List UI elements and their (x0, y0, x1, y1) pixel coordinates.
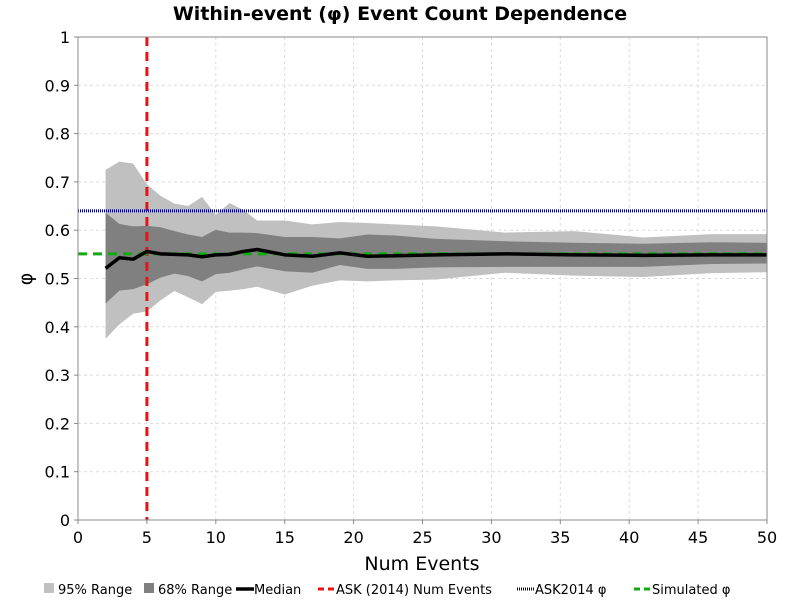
y-tick-label: 0.3 (45, 366, 70, 385)
x-tick-label: 30 (481, 528, 501, 547)
x-tick-label: 50 (757, 528, 777, 547)
median-line (104, 247, 767, 270)
y-tick-label: 0.5 (45, 270, 70, 289)
series-lines (78, 37, 767, 520)
chart-title: Within-event (φ) Event Count Dependence (173, 3, 627, 25)
y-tick-label: 1 (60, 28, 70, 47)
x-tick-label: 40 (619, 528, 639, 547)
x-tick-label: 45 (688, 528, 708, 547)
x-tick-label: 15 (275, 528, 295, 547)
y-axis-label: φ (15, 273, 37, 286)
y-tick-label: 0.6 (45, 221, 70, 240)
legend-label: ASK (2014) Num Events (336, 583, 492, 598)
legend-swatch (44, 583, 54, 593)
y-tick-label: 0 (60, 511, 70, 530)
x-tick-label: 20 (343, 528, 363, 547)
legend-label: ASK2014 φ (535, 583, 606, 598)
y-tick-label: 0.9 (45, 76, 70, 95)
band-68-range (105, 212, 767, 304)
legend-label: Median (254, 583, 301, 598)
x-tick-label: 5 (142, 528, 152, 547)
legend-label: 68% Range (158, 583, 232, 598)
x-axis-label: Num Events (364, 553, 479, 575)
x-tick-label: 35 (550, 528, 570, 547)
y-axis-ticks: 0 0.1 0.2 0.3 0.4 0.5 0.6 0.7 0.8 0.9 1 (45, 28, 78, 530)
x-tick-label: 10 (206, 528, 226, 547)
x-tick-label: 25 (412, 528, 432, 547)
y-tick-label: 0.4 (45, 318, 70, 337)
gridlines (78, 37, 767, 520)
y-tick-label: 0.2 (45, 414, 70, 433)
legend-swatch (144, 583, 154, 593)
y-tick-label: 0.8 (45, 125, 70, 144)
legend-label: Simulated φ (652, 583, 730, 598)
y-tick-label: 0.7 (45, 173, 70, 192)
y-tick-label: 0.1 (45, 463, 70, 482)
x-axis-ticks: 0 5 10 15 20 25 30 35 40 45 50 (73, 520, 777, 547)
x-tick-label: 0 (73, 528, 83, 547)
legend-label: 95% Range (58, 583, 132, 598)
legend: 95% Range 68% Range Median ASK (2014) Num E… (44, 583, 730, 598)
range-bands (105, 161, 767, 339)
